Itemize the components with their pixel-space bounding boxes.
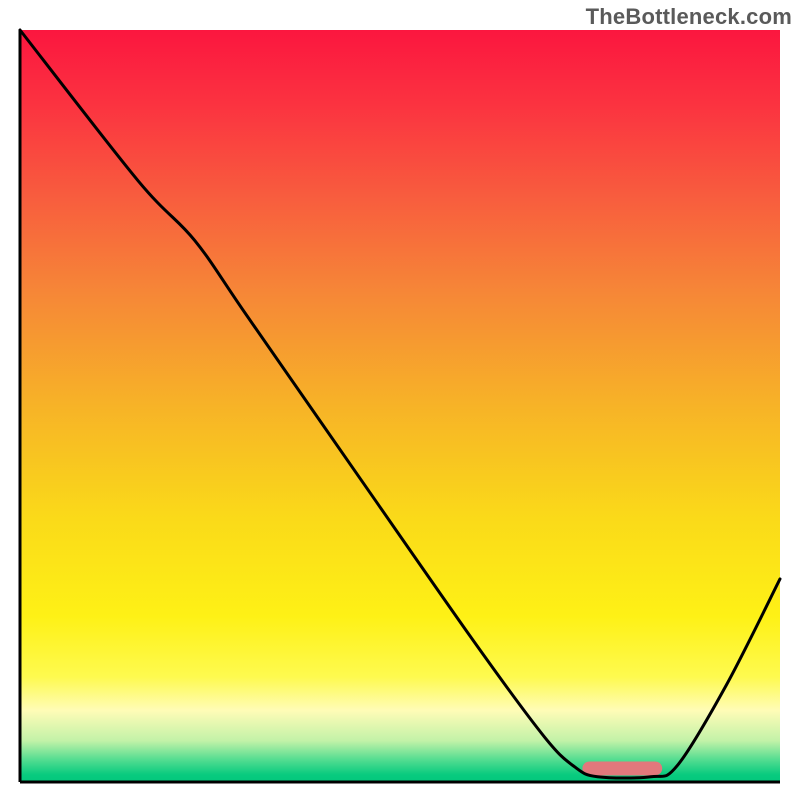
plot-background — [20, 30, 780, 782]
bottleneck-chart — [0, 0, 800, 800]
chart-container: TheBottleneck.com — [0, 0, 800, 800]
watermark-text: TheBottleneck.com — [586, 4, 792, 30]
optimal-range-marker — [582, 761, 662, 775]
